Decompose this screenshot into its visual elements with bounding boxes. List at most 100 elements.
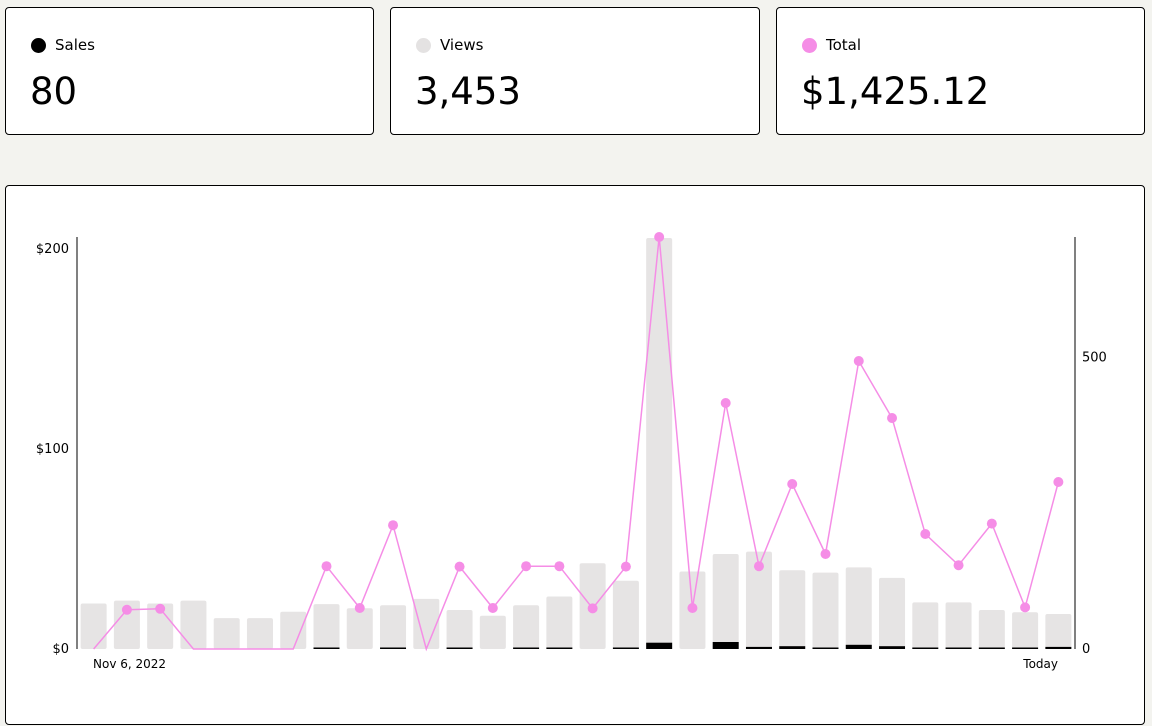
views-bar bbox=[213, 618, 240, 649]
sales-bar bbox=[313, 647, 340, 649]
total-point bbox=[753, 561, 764, 572]
total-legend: Total bbox=[802, 36, 861, 54]
total-point bbox=[121, 604, 132, 615]
sales-bar bbox=[513, 647, 540, 649]
sales-label: Sales bbox=[55, 36, 95, 54]
sales-bar bbox=[1012, 647, 1039, 649]
total-point bbox=[687, 603, 698, 613]
total-point bbox=[354, 603, 365, 613]
right-tick-label: 0 bbox=[1082, 642, 1090, 657]
total-label: Total bbox=[826, 36, 862, 54]
sales-bar bbox=[912, 647, 939, 649]
views-bar bbox=[812, 572, 839, 649]
views-bar bbox=[479, 615, 506, 649]
views-bar bbox=[313, 604, 340, 649]
total-point bbox=[521, 561, 532, 572]
total-point bbox=[953, 560, 964, 571]
total-point bbox=[654, 232, 665, 242]
views-bar bbox=[745, 551, 772, 649]
left-tick-label: $100 bbox=[36, 442, 69, 457]
chart-panel: $0 $100 $200 0 500 Nov 6, 2022 Today bbox=[5, 185, 1145, 725]
sales-bar bbox=[612, 647, 639, 649]
sales-bar bbox=[745, 646, 772, 649]
sales-card: Sales 80 bbox=[5, 7, 374, 135]
views-bar bbox=[446, 609, 473, 649]
views-card: Views 3,453 bbox=[390, 7, 760, 135]
views-bar bbox=[1012, 612, 1039, 649]
sales-bars bbox=[313, 642, 1072, 649]
views-bar bbox=[845, 567, 872, 649]
views-bar bbox=[80, 603, 107, 649]
sales-bar bbox=[812, 647, 839, 649]
total-dot-icon bbox=[802, 37, 817, 53]
views-bar bbox=[1045, 614, 1072, 649]
total-point bbox=[155, 603, 166, 614]
views-bar bbox=[513, 605, 540, 649]
total-point bbox=[720, 398, 731, 408]
views-bar bbox=[413, 598, 440, 649]
total-point bbox=[986, 518, 997, 529]
views-bar bbox=[612, 580, 639, 649]
total-point bbox=[454, 561, 465, 572]
left-tick-label: $0 bbox=[52, 642, 69, 657]
views-bar bbox=[978, 609, 1005, 649]
views-bar bbox=[945, 602, 972, 649]
total-point bbox=[554, 561, 565, 572]
total-series-line bbox=[93, 236, 1060, 652]
views-bar bbox=[912, 602, 939, 649]
x-start-label: Nov 6, 2022 bbox=[93, 657, 166, 671]
total-value: $1,425.12 bbox=[801, 70, 990, 113]
views-bars bbox=[80, 238, 1072, 649]
total-point bbox=[920, 529, 931, 539]
sales-bar bbox=[446, 647, 473, 649]
views-bar bbox=[779, 570, 806, 649]
sales-bar bbox=[879, 646, 906, 649]
views-bar bbox=[380, 605, 407, 649]
views-bar bbox=[712, 553, 739, 649]
views-bar bbox=[280, 611, 307, 649]
views-bar bbox=[346, 608, 373, 649]
total-point bbox=[820, 549, 831, 559]
views-bar bbox=[546, 596, 573, 649]
left-axis-ticks: $0 $100 $200 bbox=[36, 242, 69, 657]
sales-value: 80 bbox=[30, 70, 78, 113]
sales-bar bbox=[546, 647, 573, 649]
views-bar bbox=[147, 603, 174, 649]
views-dot-icon bbox=[416, 37, 431, 53]
right-tick-label: 500 bbox=[1082, 351, 1107, 366]
total-point bbox=[787, 479, 798, 489]
sales-bar bbox=[978, 647, 1005, 649]
chart-svg: $0 $100 $200 0 500 Nov 6, 2022 Today bbox=[36, 232, 1107, 671]
views-value: 3,453 bbox=[415, 70, 521, 113]
sales-bar bbox=[845, 644, 872, 649]
views-bar bbox=[246, 618, 273, 649]
views-bar bbox=[879, 577, 906, 649]
total-point bbox=[1053, 477, 1064, 487]
views-bar bbox=[180, 600, 207, 649]
total-point bbox=[1020, 602, 1031, 613]
sales-dot-icon bbox=[31, 37, 46, 53]
sales-bar bbox=[779, 646, 806, 649]
views-label: Views bbox=[440, 36, 484, 54]
total-point bbox=[487, 603, 498, 613]
total-point bbox=[853, 356, 864, 366]
views-bar bbox=[113, 600, 140, 649]
sales-bar bbox=[1045, 646, 1072, 649]
total-point bbox=[620, 561, 631, 572]
views-legend: Views bbox=[416, 36, 483, 54]
views-bar bbox=[646, 238, 673, 649]
sales-bar bbox=[945, 647, 972, 649]
total-point bbox=[587, 603, 598, 614]
total-points bbox=[121, 232, 1064, 615]
x-end-label: Today bbox=[1022, 657, 1058, 671]
sales-legend: Sales bbox=[31, 36, 95, 54]
right-axis-ticks: 0 500 bbox=[1082, 351, 1107, 657]
sales-bar bbox=[712, 642, 739, 649]
sales-bar bbox=[646, 642, 673, 649]
total-point bbox=[388, 520, 399, 531]
sales-bar bbox=[380, 647, 407, 649]
total-point bbox=[887, 413, 898, 423]
total-card: Total $1,425.12 bbox=[776, 7, 1145, 135]
total-point bbox=[321, 561, 332, 572]
left-tick-label: $200 bbox=[36, 242, 69, 257]
